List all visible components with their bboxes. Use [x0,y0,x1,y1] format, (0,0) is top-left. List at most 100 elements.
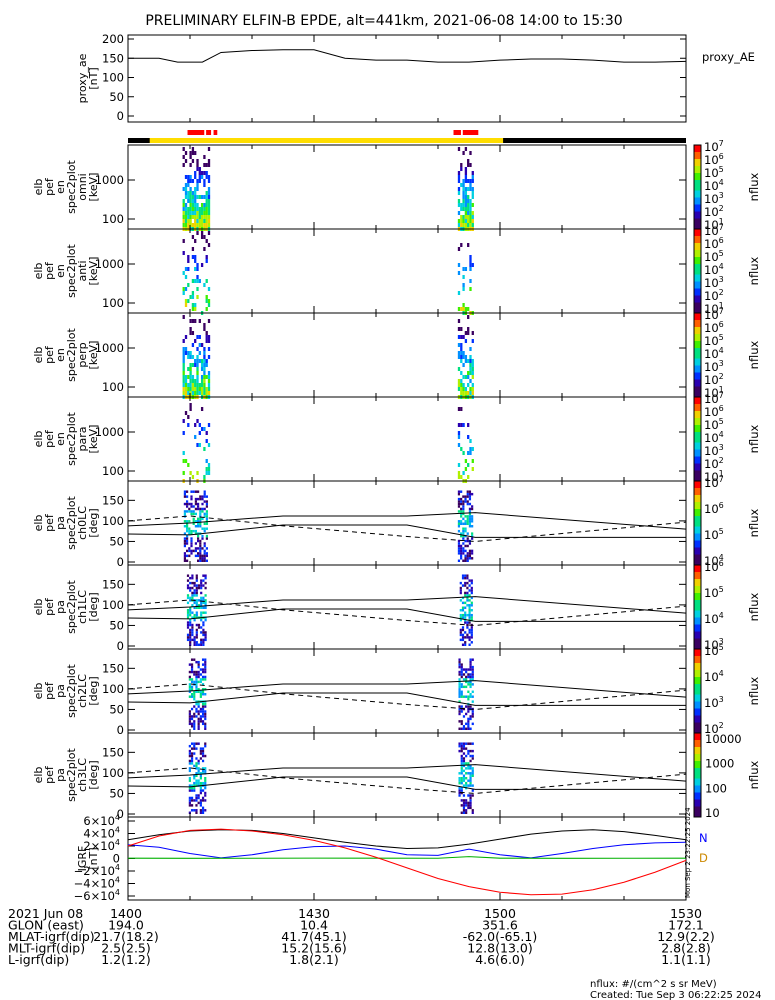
colorbar-cell-omni [694,204,701,209]
colorbar-cell-ch0LC [694,533,701,538]
pa-cell-ch2LC [188,683,191,686]
spectrogram-cell-omni [196,207,199,211]
pa-cell-ch2LC [204,663,207,666]
pa-cell-ch3LC [197,742,200,745]
pa-cell-ch2LC [204,717,207,721]
colorbar-cell-ch0LC [694,519,701,524]
pa-cell-ch0LC [199,517,202,521]
pa-cell-ch3LC [190,809,194,812]
spectrogram-cell-omni [198,195,201,199]
colorbar-cell-anti [694,288,701,293]
pa-cell-ch3LC [471,789,474,792]
pa-cell-ch2LC [193,722,196,726]
pa-cell-ch3LC [469,759,472,763]
spectrogram-cell-anti [471,263,474,267]
pa-cell-ch0LC [457,510,461,513]
spectrogram-cell-perp [187,391,190,395]
colorbar-cell-anti [694,274,701,279]
pa-cell-ch2LC [460,690,463,693]
spectrogram-cell-omni [200,171,204,175]
spectrogram-cell-perp [205,339,208,343]
pa-cell-ch1LC [459,633,462,637]
pa-cell-ch1LC [191,591,194,595]
panel-frame-perp [127,312,687,398]
pa-cell-ch0LC [186,522,189,525]
pa-cell-ch2LC [197,717,200,721]
spectrogram-cell-anti [469,287,472,291]
spectrogram-cell-perp [207,347,211,351]
pa-cell-ch2LC [465,685,468,689]
pa-cell-ch0LC [183,537,186,540]
pa-cell-ch3LC [190,784,194,787]
spectrogram-cell-anti [191,295,195,299]
pa-cell-ch0LC [457,502,461,506]
spectrogram-cell-perp [189,375,192,379]
pa-cell-ch1LC [461,584,465,587]
pa-cell-ch1LC [195,611,198,614]
spectrogram-cell-perp [182,359,185,363]
pa-cell-ch3LC [469,794,472,797]
pa-cell-ch0LC [199,495,202,498]
colorbar-tick-label-omni: 102 [704,204,724,219]
pa-cell-ch1LC [200,641,203,644]
pa-cell-ch1LC [195,589,198,592]
pa-cell-ch1LC [186,596,190,600]
pa-cell-ch3LC [204,781,207,785]
pa-cell-ch2LC [195,700,198,703]
spectrogram-cell-omni [469,183,472,187]
spectrogram-cell-omni [184,183,188,187]
spectrogram-cell-perp [460,383,463,387]
pa-cell-ch0LC [194,549,197,553]
pa-cell-ch2LC [467,707,470,711]
y-axis-label-ch1LC-1: pef [43,597,56,616]
pa-cell-ch2LC [469,693,472,696]
pa-cell-ch0LC [462,549,465,553]
colorbar-cell-ch3LC [694,813,701,818]
pa-cell-ch1LC [193,581,196,585]
pa-cell-ch0LC [471,532,474,535]
spectrogram-cell-omni [200,219,204,223]
colorbar-cell-perp [694,313,701,317]
spectrogram-cell-perp [203,355,206,359]
pa-cell-ch1LC [468,611,471,614]
spectrogram-cell-para [203,427,206,431]
spectrogram-cell-omni [467,199,470,203]
ephemeris-label-1: GLON (east) [8,918,84,933]
spectrogram-cell-omni [467,207,470,211]
spectrogram-cell-perp [200,391,204,395]
spectrogram-cell-perp [207,375,211,379]
spectrogram-cell-perp [196,367,199,371]
spectrogram-cell-perp [203,367,206,371]
pa-cell-ch3LC [195,796,198,800]
colorbar-tick-label-ch1LC: 105 [704,585,724,600]
pa-cell-ch0LC [203,544,206,548]
spectrogram-cell-omni [464,215,468,219]
pa-cell-ch3LC [199,772,202,775]
pa-cell-ch1LC [189,599,192,602]
pa-cell-ch1LC [197,626,201,629]
spectrogram-cell-omni [471,195,474,199]
spectrogram-cell-omni [464,195,468,199]
colorbar-cell-ch3LC [694,796,701,800]
spectrogram-cell-perp [471,387,474,391]
spectrogram-cell-anti [460,243,463,247]
pa-cell-ch1LC [195,574,198,577]
spectrogram-cell-anti [196,279,199,283]
pa-cell-ch0LC [462,534,465,538]
pa-cell-ch3LC [195,774,198,777]
pa-cell-ch1LC [195,643,198,646]
y-axis-label-ch0LC-5: [deg] [87,508,100,537]
colorbar-cell-para [694,397,701,401]
pa-cell-ch1LC [195,641,198,644]
spectrogram-cell-perp [189,379,192,383]
y-axis-label-ch3LC-0: elb [32,767,45,784]
pa-cell-ch2LC [467,722,470,726]
spectrogram-cell-anti [182,271,185,275]
pa-cell-ch2LC [460,683,463,686]
spectrogram-cell-omni [191,207,195,211]
pa-cell-ch1LC [468,636,471,639]
ephemeris-label-0: 2021 Jun 08 [8,906,83,921]
pa-cell-ch2LC [460,695,463,698]
pa-cell-ch2LC [197,725,200,728]
spectrogram-cell-omni [187,191,190,195]
